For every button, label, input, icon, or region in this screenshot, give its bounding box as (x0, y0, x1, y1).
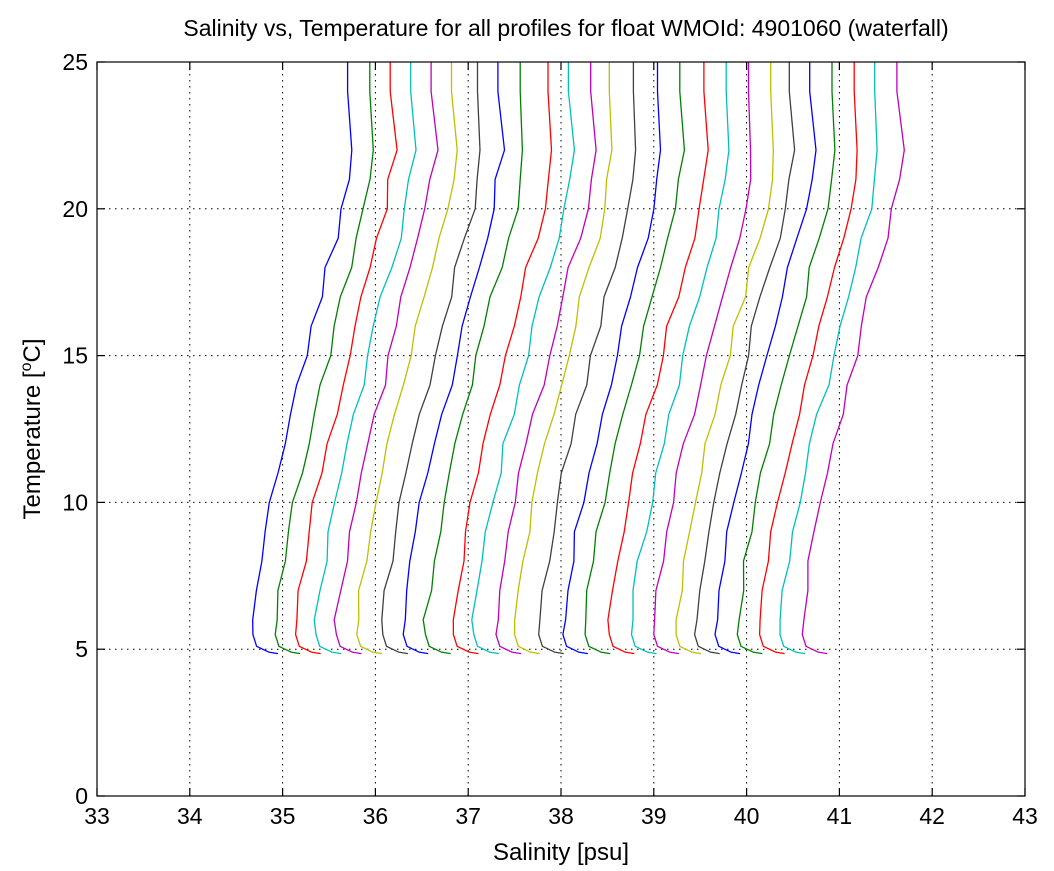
y-tick-label: 20 (62, 196, 88, 222)
ticks (96, 61, 1026, 797)
profile-line (513, 62, 613, 655)
y-axis-label: Temperature [oC] (18, 339, 46, 520)
y-tick-label: 25 (62, 49, 88, 75)
profile-line (538, 62, 637, 655)
profile-line (653, 62, 752, 655)
profile-line (294, 62, 398, 655)
y-axis-label-end: C] (19, 339, 46, 363)
x-tick-label: 36 (363, 803, 389, 829)
profile-line (630, 62, 730, 655)
x-tick-label: 34 (177, 803, 203, 829)
y-tick-label: 5 (75, 636, 88, 662)
y-axis-label-super: o (18, 362, 35, 371)
y-tick-label: 15 (62, 343, 88, 369)
x-tick-label: 39 (641, 803, 667, 829)
chart-title: Salinity vs, Temperature for all profile… (183, 15, 948, 41)
x-tick-label: 37 (455, 803, 481, 829)
profile-line (313, 62, 417, 655)
x-tick-labels: 33 34 35 36 37 38 39 40 41 42 43 (84, 803, 1038, 829)
profile-line (607, 62, 709, 655)
profile-line (779, 62, 878, 655)
profile-line (274, 62, 374, 655)
grid (97, 62, 1025, 796)
x-tick-label: 40 (734, 803, 760, 829)
profile-line (714, 62, 817, 655)
y-tick-labels: 0 5 10 15 20 25 (62, 49, 88, 809)
profile-line (675, 62, 774, 655)
x-tick-label: 33 (84, 803, 110, 829)
profile-line (422, 62, 524, 655)
y-axis-label-main: Temperature [ (19, 371, 46, 519)
profile-line (801, 62, 905, 655)
y-tick-label: 10 (62, 489, 88, 515)
y-tick-label: 0 (75, 783, 88, 809)
x-tick-label: 35 (270, 803, 296, 829)
profile-line (693, 62, 796, 655)
profile-line (471, 62, 576, 655)
x-tick-label: 41 (827, 803, 853, 829)
x-tick-label: 38 (548, 803, 574, 829)
profile-line (402, 62, 506, 655)
profile-line (452, 62, 553, 655)
profile-line (584, 62, 686, 655)
x-tick-label: 43 (1012, 803, 1038, 829)
profile-line (252, 62, 353, 655)
profile-line (495, 62, 597, 655)
x-tick-label: 42 (919, 803, 945, 829)
profile-line (381, 62, 481, 655)
profile-line (758, 62, 858, 655)
x-axis-label: Salinity [psu] (493, 839, 629, 866)
profile-line (333, 62, 439, 655)
profiles (252, 62, 905, 655)
profile-line (736, 62, 836, 655)
profile-line (356, 62, 458, 655)
profile-line (562, 62, 662, 655)
